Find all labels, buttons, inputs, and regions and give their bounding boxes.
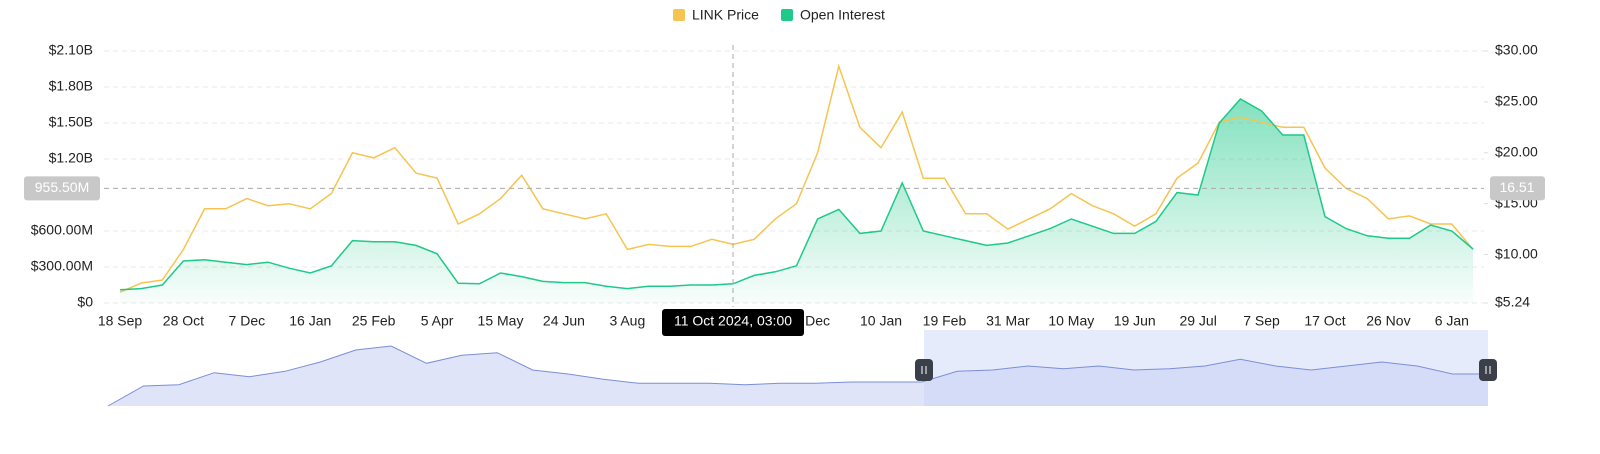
x-tick-label: 5 Apr <box>421 313 454 329</box>
tooltip-label: 11 Oct 2024, 03:00 <box>674 313 792 329</box>
x-tick-label: 6 Jan <box>1435 313 1469 329</box>
x-tick-label: 15 May <box>478 313 524 329</box>
y-tick-label: $1.20B <box>49 150 93 166</box>
y2-tick-label: $30.00 <box>1495 42 1538 58</box>
y2-tick-label: $20.00 <box>1495 143 1538 159</box>
price-line <box>119 63 1474 293</box>
x-tick-label: 19 Jun <box>1114 313 1156 329</box>
crosshair-y2-box <box>1490 176 1545 201</box>
y-tick-label: $1.50B <box>49 114 93 130</box>
legend-label: Open Interest <box>800 7 885 23</box>
legend-label: LINK Price <box>692 7 759 23</box>
crosshair-y2-label: 16.51 <box>1499 179 1534 195</box>
y2-tick-label: $5.24 <box>1495 294 1530 310</box>
y2-tick-label: $25.00 <box>1495 93 1538 109</box>
x-tick-label: 28 Oct <box>163 313 204 329</box>
x-tick-label: 7 Sep <box>1243 313 1280 329</box>
y-tick-label: $600.00M <box>31 222 93 238</box>
x-tick-label: 19 Feb <box>923 313 967 329</box>
y-tick-label: $1.80B <box>49 78 93 94</box>
x-tick-label: 26 Nov <box>1366 313 1410 329</box>
navigator-handle[interactable] <box>915 359 933 381</box>
y-tick-label: $300.00M <box>31 258 93 274</box>
crosshair-y-box <box>24 176 100 201</box>
legend-swatch <box>673 9 685 21</box>
crosshair-y-label: 955.50M <box>35 179 89 195</box>
x-tick-label: 17 Oct <box>1304 313 1345 329</box>
x-tick-label: 29 Jul <box>1179 313 1216 329</box>
legend-swatch <box>781 9 793 21</box>
oi-area <box>120 99 1473 303</box>
y-tick-label: $0 <box>77 294 93 310</box>
x-tick-label: 31 Mar <box>986 313 1030 329</box>
x-tick-label: 25 Feb <box>352 313 396 329</box>
navigator-line <box>107 345 1488 407</box>
y2-tick-label: $10.00 <box>1495 245 1538 261</box>
x-tick-label: 10 Jan <box>860 313 902 329</box>
x-tick-label: 7 Dec <box>229 313 266 329</box>
navigator-handle[interactable] <box>1479 359 1497 381</box>
navigator-area <box>108 346 1488 406</box>
tooltip-box <box>662 309 804 336</box>
x-tick-label: 3 Aug <box>609 313 645 329</box>
y-tick-label: $2.10B <box>49 42 93 58</box>
x-tick-label: 24 Jun <box>543 313 585 329</box>
x-tick-label: 10 May <box>1048 313 1094 329</box>
x-tick-label: Dec <box>805 313 830 329</box>
oi-line <box>119 98 1474 291</box>
x-tick-label: 18 Sep <box>98 313 143 329</box>
x-tick-label: 16 Jan <box>289 313 331 329</box>
